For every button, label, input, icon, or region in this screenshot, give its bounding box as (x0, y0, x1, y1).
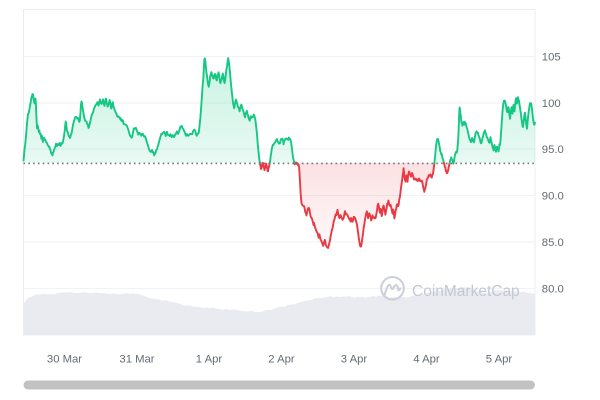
svg-text:30 Mar: 30 Mar (47, 353, 82, 365)
svg-text:2 Apr: 2 Apr (268, 353, 295, 365)
svg-text:90.0: 90.0 (542, 191, 564, 203)
svg-text:3 Apr: 3 Apr (341, 353, 368, 365)
svg-text:4 Apr: 4 Apr (413, 353, 440, 365)
svg-text:100: 100 (542, 98, 561, 110)
svg-text:80.0: 80.0 (542, 284, 564, 296)
svg-text:95.0: 95.0 (542, 144, 564, 156)
svg-text:85.0: 85.0 (542, 237, 564, 249)
svg-text:31 Mar: 31 Mar (119, 353, 154, 365)
svg-text:CoinMarketCap: CoinMarketCap (412, 283, 520, 300)
svg-text:1 Apr: 1 Apr (196, 353, 223, 365)
svg-text:5 Apr: 5 Apr (486, 353, 513, 365)
svg-text:105: 105 (542, 52, 561, 64)
